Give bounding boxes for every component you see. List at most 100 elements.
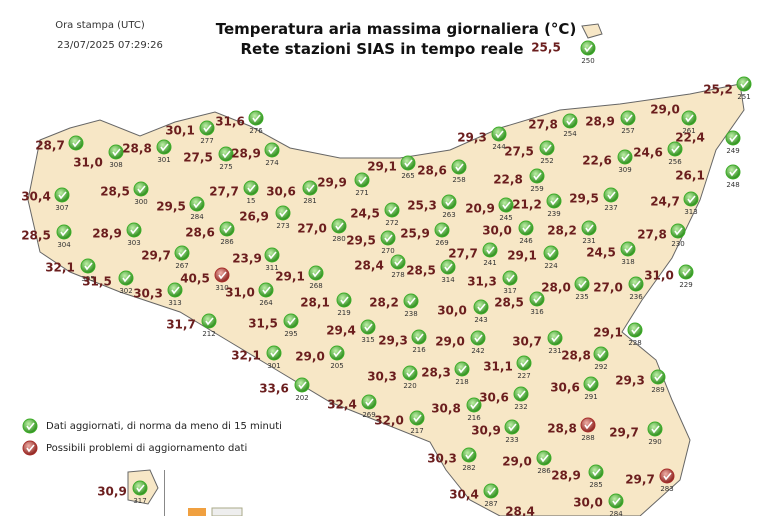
station-id: 212 bbox=[202, 330, 215, 338]
station-id: 275 bbox=[219, 163, 232, 171]
station-temp: 30,3 bbox=[427, 452, 457, 466]
station-id: 232 bbox=[514, 403, 527, 411]
station-id: 286 bbox=[537, 467, 551, 475]
station-check bbox=[122, 274, 131, 283]
station-id: 304 bbox=[57, 241, 71, 249]
station-temp: 29,3 bbox=[615, 374, 645, 388]
station-id: 301 bbox=[267, 362, 280, 370]
station-id: 308 bbox=[109, 161, 122, 169]
station-icon bbox=[681, 110, 697, 126]
station-check bbox=[270, 349, 279, 358]
station-check bbox=[268, 146, 277, 155]
station-icon bbox=[329, 345, 345, 361]
station-temp: 27,0 bbox=[297, 222, 327, 236]
station-id: 301 bbox=[157, 156, 170, 164]
station-temp: 29,5 bbox=[156, 200, 186, 214]
station-temp: 28,8 bbox=[547, 422, 577, 436]
station-check bbox=[465, 451, 474, 460]
station-temp: 32,0 bbox=[374, 414, 404, 428]
station-id: 230 bbox=[671, 240, 684, 248]
station-temp: 30,7 bbox=[512, 335, 542, 349]
station-temp: 27,5 bbox=[183, 151, 213, 165]
station-id: 315 bbox=[361, 336, 374, 344]
station-check bbox=[592, 468, 601, 477]
station-id: 285 bbox=[589, 481, 602, 489]
station-icon bbox=[219, 221, 235, 237]
station-icon bbox=[22, 418, 38, 434]
station-temp: 28,9 bbox=[92, 227, 122, 241]
station-temp: 30,9 bbox=[97, 485, 127, 499]
station-id: 249 bbox=[726, 147, 739, 155]
station-temp: 29,7 bbox=[141, 249, 171, 263]
station-id: 290 bbox=[648, 438, 661, 446]
station-icon bbox=[118, 270, 134, 286]
station-check bbox=[279, 209, 288, 218]
station-temp: 29,3 bbox=[378, 334, 408, 348]
station-icon bbox=[670, 223, 686, 239]
island-small bbox=[581, 23, 603, 39]
station-check bbox=[84, 262, 93, 271]
station-id: 243 bbox=[474, 316, 487, 324]
station-temp: 22,4 bbox=[675, 131, 705, 145]
station-icon bbox=[466, 397, 482, 413]
station-check bbox=[682, 268, 691, 277]
station-check bbox=[663, 472, 672, 481]
station-check bbox=[223, 225, 232, 234]
station-icon bbox=[201, 313, 217, 329]
station-temp: 28,3 bbox=[421, 366, 451, 380]
station-icon bbox=[588, 464, 604, 480]
station-temp: 29,0 bbox=[502, 455, 532, 469]
station-id: 228 bbox=[628, 339, 641, 347]
station-check bbox=[112, 148, 121, 157]
station-check bbox=[407, 297, 416, 306]
station-id: 284 bbox=[190, 213, 204, 221]
station-id: 281 bbox=[303, 197, 316, 205]
station-check bbox=[687, 195, 696, 204]
station-id: 307 bbox=[55, 204, 68, 212]
station-icon bbox=[403, 293, 419, 309]
station-check bbox=[533, 172, 542, 181]
station-check bbox=[550, 197, 559, 206]
station-check bbox=[740, 80, 749, 89]
station-check bbox=[585, 224, 594, 233]
station-icon bbox=[504, 419, 520, 435]
station-icon bbox=[736, 76, 752, 92]
station-check bbox=[671, 145, 680, 154]
station-check bbox=[495, 130, 504, 139]
station-temp: 27,5 bbox=[504, 145, 534, 159]
station-check bbox=[612, 497, 621, 506]
station-check bbox=[72, 139, 81, 148]
station-temp: 25,3 bbox=[407, 199, 437, 213]
station-icon bbox=[283, 313, 299, 329]
station-temp: 28,9 bbox=[585, 115, 615, 129]
station-id: 280 bbox=[332, 235, 345, 243]
station-check bbox=[298, 381, 307, 390]
station-id: 265 bbox=[401, 172, 414, 180]
station-icon bbox=[574, 276, 590, 292]
station-id: 269 bbox=[362, 411, 375, 419]
station-icon bbox=[108, 144, 124, 160]
station-check bbox=[508, 423, 517, 432]
station-icon bbox=[336, 292, 352, 308]
station-temp: 27,7 bbox=[448, 247, 478, 261]
station-icon bbox=[354, 172, 370, 188]
station-id: 257 bbox=[621, 127, 634, 135]
station-temp: 25,9 bbox=[400, 227, 430, 241]
station-icon bbox=[667, 141, 683, 157]
station-temp: 29,0 bbox=[295, 350, 325, 364]
station-check bbox=[203, 124, 212, 133]
station-id: 309 bbox=[618, 166, 631, 174]
station-icon bbox=[580, 417, 596, 433]
station-temp: 29,7 bbox=[625, 473, 655, 487]
station-id: 236 bbox=[629, 293, 643, 301]
station-check bbox=[252, 114, 261, 123]
station-id: 268 bbox=[309, 282, 322, 290]
station-id: 242 bbox=[471, 347, 484, 355]
station-icon bbox=[302, 180, 318, 196]
station-temp: 30,8 bbox=[431, 402, 461, 416]
station-icon bbox=[647, 421, 663, 437]
station-id: 216 bbox=[412, 346, 426, 354]
station-id: 288 bbox=[581, 434, 594, 442]
station-icon bbox=[454, 361, 470, 377]
station-icon bbox=[608, 493, 624, 509]
